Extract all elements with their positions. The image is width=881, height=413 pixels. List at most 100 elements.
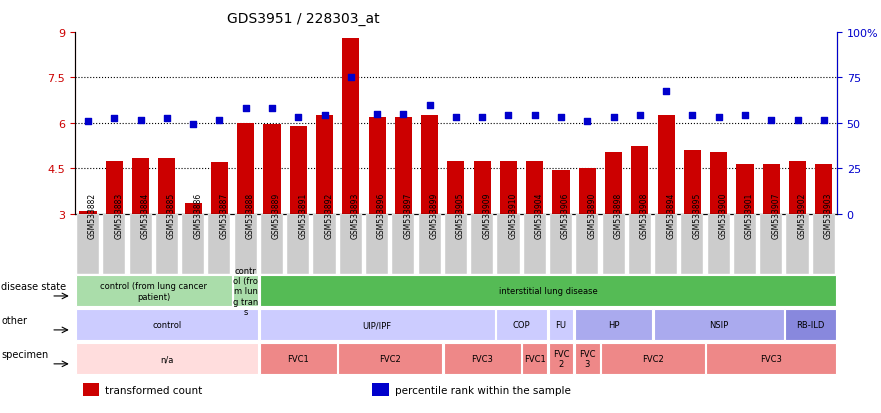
Bar [684, 151, 701, 214]
FancyBboxPatch shape [338, 343, 442, 375]
FancyBboxPatch shape [314, 214, 336, 274]
Bar [290, 126, 307, 214]
FancyBboxPatch shape [655, 214, 677, 274]
FancyBboxPatch shape [707, 214, 729, 274]
Point [712, 114, 726, 121]
FancyBboxPatch shape [471, 214, 493, 274]
Point [528, 113, 542, 119]
Text: specimen: specimen [2, 349, 48, 359]
Bar [185, 204, 202, 214]
Text: disease state: disease state [2, 281, 67, 291]
FancyBboxPatch shape [156, 214, 178, 274]
Text: GSM533895: GSM533895 [692, 192, 701, 239]
Text: GDS3951 / 228303_at: GDS3951 / 228303_at [227, 12, 380, 26]
Text: interstitial lung disease: interstitial lung disease [499, 287, 597, 296]
Bar [83, 383, 100, 396]
Bar [763, 164, 780, 214]
Bar [372, 383, 389, 396]
Bar [710, 152, 727, 214]
FancyBboxPatch shape [785, 309, 836, 341]
FancyBboxPatch shape [260, 275, 836, 307]
Text: GSM533897: GSM533897 [403, 192, 412, 239]
Text: GSM533902: GSM533902 [797, 192, 806, 239]
Text: GSM533889: GSM533889 [272, 192, 281, 239]
Point [344, 75, 358, 81]
FancyBboxPatch shape [234, 214, 256, 274]
Text: GSM533885: GSM533885 [167, 192, 176, 239]
Bar [106, 161, 122, 214]
FancyBboxPatch shape [209, 214, 231, 274]
FancyBboxPatch shape [392, 214, 414, 274]
Point [554, 114, 568, 121]
Text: FVC
3: FVC 3 [579, 349, 596, 368]
FancyBboxPatch shape [261, 214, 283, 274]
FancyBboxPatch shape [76, 343, 258, 375]
FancyBboxPatch shape [418, 214, 440, 274]
Text: GSM533906: GSM533906 [561, 192, 570, 239]
Bar [316, 116, 333, 214]
Point [581, 119, 595, 125]
FancyBboxPatch shape [549, 343, 574, 375]
Point [396, 111, 411, 118]
Text: GSM533907: GSM533907 [771, 192, 781, 239]
FancyBboxPatch shape [549, 309, 574, 341]
FancyBboxPatch shape [366, 214, 389, 274]
Bar [789, 161, 806, 214]
Text: GSM533909: GSM533909 [482, 192, 492, 239]
Point [317, 113, 331, 119]
Text: FVC1: FVC1 [524, 354, 545, 363]
Text: control (from lung cancer
patient): control (from lung cancer patient) [100, 282, 207, 301]
FancyBboxPatch shape [629, 214, 651, 274]
FancyBboxPatch shape [601, 343, 705, 375]
FancyBboxPatch shape [340, 214, 362, 274]
Text: other: other [2, 315, 27, 325]
Text: GSM533892: GSM533892 [324, 192, 334, 239]
Point [633, 113, 647, 119]
Text: GSM533905: GSM533905 [456, 192, 465, 239]
Bar [159, 158, 175, 214]
Point [475, 114, 489, 121]
Bar [132, 158, 149, 214]
Bar [552, 171, 570, 214]
Point [501, 113, 515, 119]
Text: GSM533908: GSM533908 [640, 192, 649, 239]
FancyBboxPatch shape [654, 309, 783, 341]
Bar [815, 164, 833, 214]
FancyBboxPatch shape [707, 343, 836, 375]
FancyBboxPatch shape [576, 214, 598, 274]
Text: GSM533896: GSM533896 [377, 192, 386, 239]
Text: HP: HP [608, 320, 619, 330]
Bar [263, 125, 280, 214]
FancyBboxPatch shape [681, 214, 703, 274]
Text: FVC1: FVC1 [287, 354, 309, 363]
Bar [368, 117, 386, 214]
Text: n/a: n/a [160, 354, 174, 363]
FancyBboxPatch shape [496, 309, 547, 341]
FancyBboxPatch shape [760, 214, 782, 274]
Text: GSM533901: GSM533901 [745, 192, 754, 239]
FancyBboxPatch shape [130, 214, 152, 274]
Text: FU: FU [556, 320, 566, 330]
Text: GSM533886: GSM533886 [193, 192, 202, 239]
Text: GSM533904: GSM533904 [535, 192, 544, 239]
Bar [605, 152, 622, 214]
Point [817, 117, 831, 124]
FancyBboxPatch shape [603, 214, 625, 274]
Point [239, 105, 253, 112]
Bar [737, 164, 753, 214]
Bar [237, 123, 255, 214]
Text: GSM533899: GSM533899 [430, 192, 439, 239]
Text: GSM533910: GSM533910 [508, 192, 517, 239]
Bar [632, 146, 648, 214]
Point [659, 88, 673, 95]
Point [159, 116, 174, 122]
Bar [421, 116, 438, 214]
Text: control: control [152, 320, 181, 330]
FancyBboxPatch shape [813, 214, 835, 274]
Text: percentile rank within the sample: percentile rank within the sample [395, 385, 571, 395]
Bar [342, 39, 359, 214]
Text: GSM533884: GSM533884 [141, 192, 150, 239]
Text: FVC2: FVC2 [380, 354, 401, 363]
Bar [579, 169, 596, 214]
Bar [395, 117, 412, 214]
